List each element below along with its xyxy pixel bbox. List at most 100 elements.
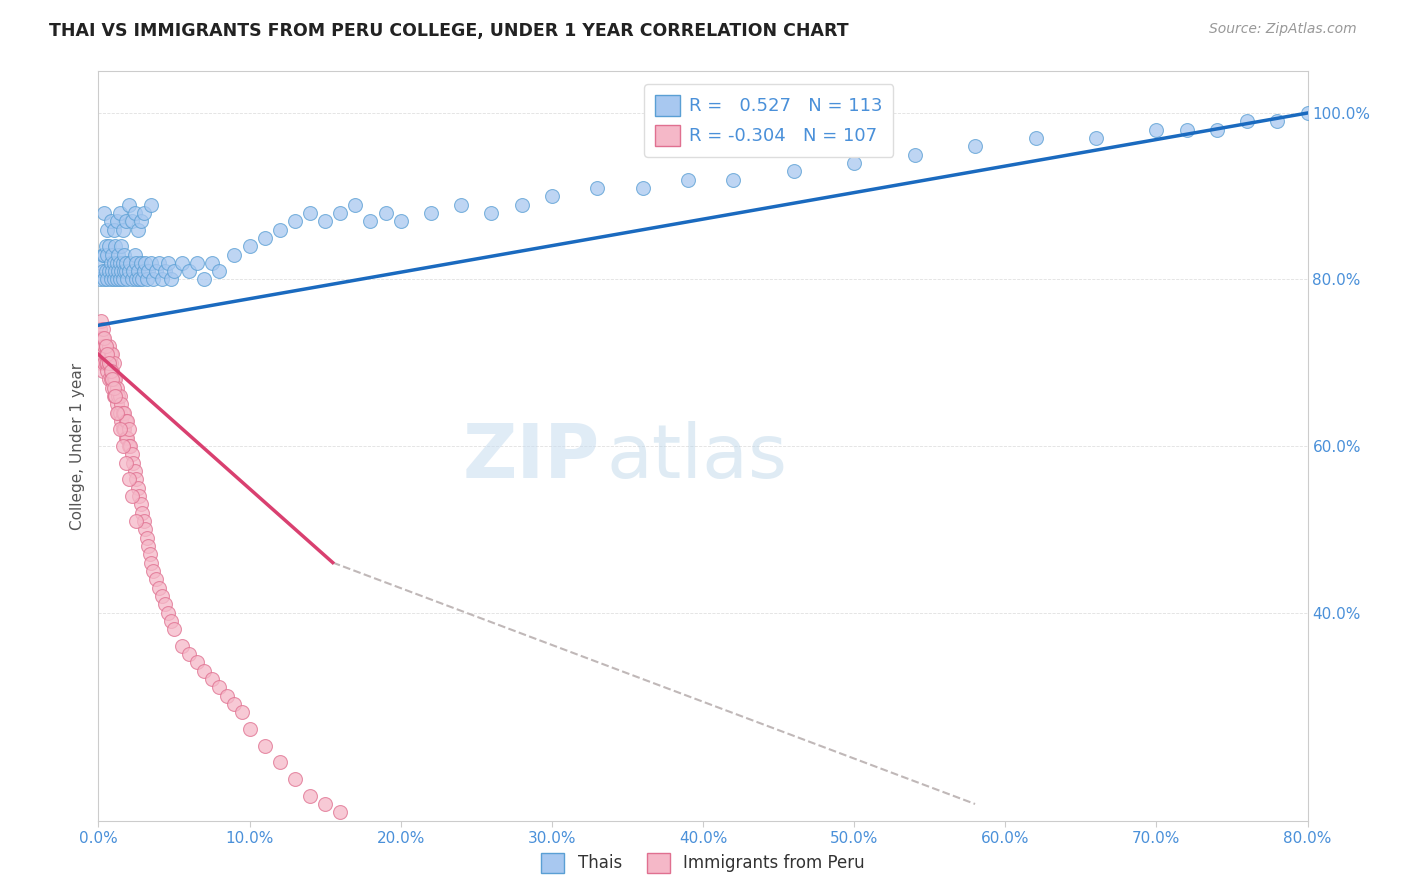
- Text: Source: ZipAtlas.com: Source: ZipAtlas.com: [1209, 22, 1357, 37]
- Point: [89, 272, 111, 286]
- Point: [179, 647, 201, 661]
- Point: [90, 356, 112, 370]
- Point: [118, 472, 141, 486]
- Point: [103, 272, 125, 286]
- Point: [96, 347, 118, 361]
- Point: [91, 364, 114, 378]
- Point: [98, 372, 121, 386]
- Point: [112, 247, 135, 261]
- Point: [98, 339, 121, 353]
- Point: [1296, 106, 1319, 120]
- Point: [104, 372, 127, 386]
- Point: [132, 264, 155, 278]
- Point: [120, 256, 142, 270]
- Point: [134, 522, 156, 536]
- Point: [156, 256, 179, 270]
- Point: [115, 414, 138, 428]
- Point: [269, 222, 291, 236]
- Point: [114, 414, 136, 428]
- Point: [314, 214, 336, 228]
- Point: [201, 672, 224, 686]
- Text: atlas: atlas: [606, 421, 787, 494]
- Point: [208, 264, 231, 278]
- Point: [132, 206, 155, 220]
- Point: [186, 656, 208, 670]
- Point: [107, 389, 129, 403]
- Point: [1175, 122, 1198, 136]
- Point: [124, 247, 146, 261]
- Point: [139, 547, 162, 561]
- Point: [231, 706, 253, 720]
- Point: [100, 347, 122, 361]
- Point: [105, 397, 128, 411]
- Point: [105, 272, 128, 286]
- Point: [121, 447, 143, 461]
- Point: [163, 622, 186, 636]
- Point: [299, 789, 322, 803]
- Point: [122, 456, 145, 470]
- Point: [1144, 122, 1167, 136]
- Text: ZIP: ZIP: [463, 421, 600, 494]
- Point: [208, 681, 231, 695]
- Point: [101, 264, 124, 278]
- Point: [100, 272, 122, 286]
- Point: [115, 272, 138, 286]
- Point: [111, 406, 134, 420]
- Point: [631, 181, 654, 195]
- Point: [389, 214, 412, 228]
- Point: [101, 381, 124, 395]
- Point: [193, 272, 215, 286]
- Point: [129, 256, 152, 270]
- Point: [111, 439, 134, 453]
- Point: [586, 181, 609, 195]
- Point: [98, 264, 121, 278]
- Point: [98, 239, 121, 253]
- Point: [344, 197, 367, 211]
- Point: [94, 264, 117, 278]
- Point: [136, 264, 159, 278]
- Point: [269, 756, 291, 770]
- Point: [103, 222, 125, 236]
- Point: [783, 164, 806, 178]
- Point: [450, 847, 472, 861]
- Point: [121, 489, 143, 503]
- Point: [112, 422, 135, 436]
- Point: [965, 139, 987, 153]
- Point: [90, 331, 112, 345]
- Legend: Thais, Immigrants from Peru: Thais, Immigrants from Peru: [534, 847, 872, 880]
- Point: [100, 372, 122, 386]
- Point: [105, 214, 128, 228]
- Point: [329, 805, 352, 820]
- Point: [148, 256, 170, 270]
- Point: [110, 239, 132, 253]
- Point: [105, 381, 128, 395]
- Point: [193, 664, 215, 678]
- Point: [91, 247, 114, 261]
- Point: [239, 239, 262, 253]
- Point: [103, 372, 125, 386]
- Point: [107, 247, 129, 261]
- Point: [118, 264, 141, 278]
- Point: [93, 339, 115, 353]
- Point: [100, 364, 122, 378]
- Y-axis label: College, Under 1 year: College, Under 1 year: [70, 362, 86, 530]
- Point: [94, 239, 117, 253]
- Point: [120, 439, 142, 453]
- Point: [103, 256, 125, 270]
- Point: [93, 272, 115, 286]
- Point: [125, 472, 148, 486]
- Point: [110, 397, 132, 411]
- Point: [153, 597, 176, 611]
- Point: [148, 581, 170, 595]
- Point: [510, 197, 533, 211]
- Point: [224, 697, 246, 711]
- Point: [100, 256, 122, 270]
- Point: [128, 489, 150, 503]
- Point: [125, 514, 148, 528]
- Point: [1267, 114, 1289, 128]
- Point: [201, 256, 224, 270]
- Point: [89, 339, 111, 353]
- Point: [96, 247, 118, 261]
- Point: [1206, 122, 1229, 136]
- Legend: R =   0.527   N = 113, R = -0.304   N = 107: R = 0.527 N = 113, R = -0.304 N = 107: [644, 84, 893, 156]
